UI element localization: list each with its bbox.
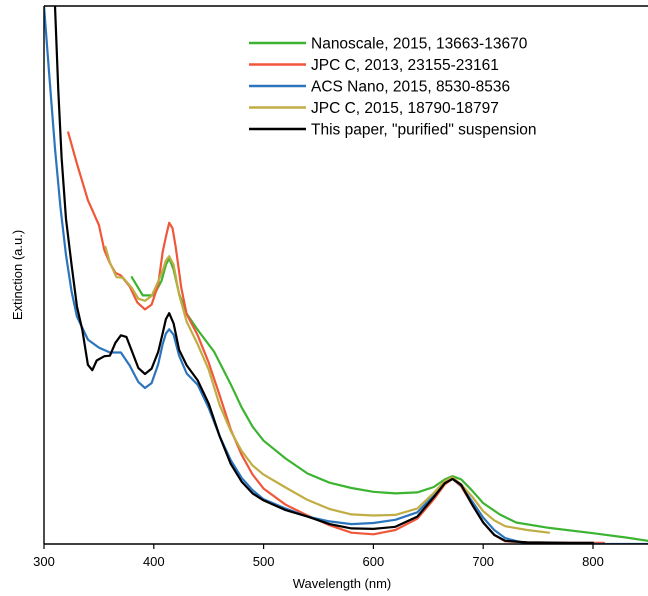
axes [43, 5, 648, 545]
x-tick-label: 700 [472, 554, 494, 569]
x-tick-label: 300 [33, 554, 55, 569]
series-line-4 [104, 245, 551, 534]
legend-label-4: JPC C, 2015, 18790-18797 [311, 100, 499, 117]
y-axis-label: Extinction (a.u.) [10, 230, 25, 320]
legend-label-1: Nanoscale, 2015, 13663-13670 [311, 36, 528, 53]
x-ticks: 300 400 500 600 700 800 [33, 544, 604, 569]
x-axis-label: Wavelength (nm) [293, 576, 392, 591]
x-tick-label: 600 [363, 554, 385, 569]
x-tick-label: 400 [143, 554, 165, 569]
plot-lines [44, 6, 648, 544]
series-line-1 [130, 257, 648, 542]
legend-label-2: JPC C, 2013, 23155-23161 [311, 57, 499, 74]
x-tick-label: 800 [582, 554, 604, 569]
legend-label-5: This paper, "purified" suspension [311, 122, 537, 139]
series-line-2 [67, 131, 606, 544]
legend: Nanoscale, 2015, 13663-13670 JPC C, 2013,… [249, 36, 537, 139]
x-tick-label: 500 [253, 554, 275, 569]
series-line-5 [53, 6, 595, 544]
legend-label-3: ACS Nano, 2015, 8530-8536 [311, 79, 510, 96]
